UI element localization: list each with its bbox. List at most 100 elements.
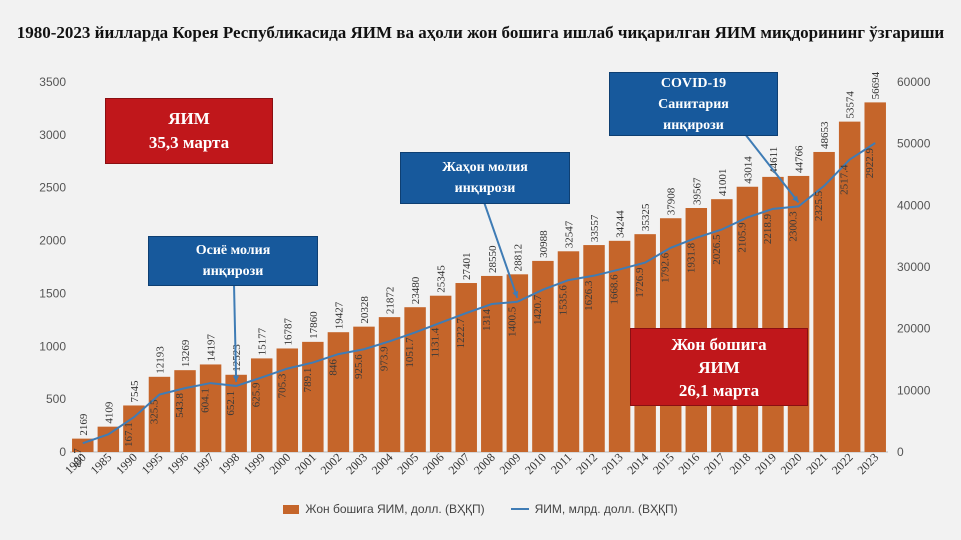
bar-value-label: 37908 xyxy=(666,187,678,215)
x-axis-tick-label: 1997 xyxy=(190,450,217,477)
x-axis-tick-label: 2021 xyxy=(803,450,830,477)
bar-value-label: 7545 xyxy=(129,380,141,403)
left-axis-tick-label: 3500 xyxy=(39,75,66,89)
line-value-label: 82.7 xyxy=(72,448,84,468)
x-axis-tick-label: 2008 xyxy=(471,450,498,477)
bar-1996 xyxy=(174,370,196,452)
x-axis-tick-label: 2020 xyxy=(778,450,805,477)
bar-2001 xyxy=(302,341,324,452)
line-value-label: 846 xyxy=(327,359,339,376)
line-value-label: 1222.7 xyxy=(455,318,467,349)
asian-crisis-arrow-head xyxy=(232,375,240,382)
bar-2021 xyxy=(813,151,835,453)
x-axis-tick-label: 1980 xyxy=(62,450,89,477)
bar-value-label: 32547 xyxy=(563,220,575,248)
bar-value-label: 2169 xyxy=(78,413,90,436)
callout-covid-line1: COVID-19 xyxy=(660,75,727,91)
line-value-label: 1051.7 xyxy=(404,337,416,368)
bar-value-label: 12523 xyxy=(231,344,243,372)
left-axis-tick-label: 3000 xyxy=(39,128,66,142)
callout-percap-line3: 26,1 марта xyxy=(678,380,760,400)
right-axis: 0 10000 20000 30000 40000 50000 60000 xyxy=(897,75,931,459)
line-value-label: 167.1 xyxy=(123,422,135,447)
x-axis-tick-label: 2017 xyxy=(701,450,728,477)
x-axis-tick-label: 2009 xyxy=(497,450,524,477)
bar-value-label: 56694 xyxy=(870,71,882,99)
x-axis-tick-label: 2022 xyxy=(829,450,856,477)
bar-value-label: 12193 xyxy=(154,346,166,374)
bar-2005 xyxy=(404,307,426,452)
x-axis-tick-label: 2004 xyxy=(369,450,396,477)
x-axis-tick-label: 1985 xyxy=(88,450,115,477)
chart-legend: Жон бошига ЯИМ, долл. (ВҲҚП) ЯИМ, млрд. … xyxy=(0,502,961,516)
bar-value-label: 13269 xyxy=(180,339,192,367)
line-value-label: 925.6 xyxy=(353,354,365,379)
global-crisis-arrow xyxy=(483,201,519,299)
bar-value-label: 25345 xyxy=(436,265,448,293)
x-axis-tick-label: 1990 xyxy=(113,450,140,477)
bar-2004 xyxy=(378,317,401,452)
line-value-labels: 82.7 167.1 325.5 543.8 604.1 652.1 625.9 705.3 7… xyxy=(72,147,876,467)
bar-value-label: 39567 xyxy=(691,177,703,205)
legend-item-line: ЯИМ, млрд. долл. (ВҲҚП) xyxy=(510,502,678,516)
line-value-label: 1668.6 xyxy=(609,274,621,305)
gdp-line xyxy=(82,142,876,445)
bar-2022 xyxy=(838,121,861,452)
x-axis-tick-label: 2015 xyxy=(650,450,677,477)
bar-value-label: 41001 xyxy=(717,169,729,197)
bar-value-label: 43014 xyxy=(742,156,754,184)
bar-value-label: 17860 xyxy=(308,311,320,339)
bar-2003 xyxy=(353,326,375,452)
bar-1997 xyxy=(199,364,222,452)
bar-2009 xyxy=(506,274,529,452)
line-value-label: 1314 xyxy=(481,309,493,332)
bar-value-label: 20328 xyxy=(359,296,371,324)
x-axis-tick-label: 2010 xyxy=(522,450,549,477)
bar-2002 xyxy=(327,332,350,452)
line-value-label: 705.3 xyxy=(276,373,288,398)
line-value-label: 1131.4 xyxy=(430,327,442,357)
callout-global-crisis: Жаҳон молия инқирози xyxy=(400,152,570,204)
callout-asian-crisis: Осиё молия инқирози xyxy=(148,236,318,286)
bar-value-label: 30988 xyxy=(538,230,550,258)
right-axis-tick-label: 60000 xyxy=(897,75,931,89)
left-axis-tick-label: 2000 xyxy=(39,234,66,248)
x-axis-tick-label: 2001 xyxy=(292,450,319,477)
bar-1990 xyxy=(123,405,145,452)
bar-value-label: 35325 xyxy=(640,203,652,231)
x-axis-tick-label: 2016 xyxy=(676,450,703,477)
line-value-label: 1931.8 xyxy=(685,242,697,273)
bar-value-label: 23480 xyxy=(410,276,422,304)
line-value-label: 2922.9 xyxy=(864,147,876,178)
bar-2008 xyxy=(481,275,503,452)
bar-2011 xyxy=(557,251,580,452)
line-value-label: 604.1 xyxy=(200,388,212,413)
callout-percap-line1: Жон бошига xyxy=(671,334,767,354)
line-value-label: 2026.5 xyxy=(711,234,723,265)
right-axis-tick-label: 40000 xyxy=(897,198,931,212)
line-value-label: 2517.4 xyxy=(839,164,851,195)
x-axis-tick-label: 2023 xyxy=(854,450,881,477)
line-value-label: 789.1 xyxy=(302,368,314,393)
callout-asian-line2: инқирози xyxy=(202,264,264,279)
bar-value-label: 28550 xyxy=(487,245,499,273)
right-axis-tick-label: 0 xyxy=(897,445,904,459)
line-value-label: 2325.5 xyxy=(813,190,825,221)
callout-covid-line2: Санитария xyxy=(658,96,729,112)
bar-value-label: 19427 xyxy=(333,301,345,329)
line-value-label: 543.8 xyxy=(174,393,186,418)
bar-series xyxy=(72,102,886,453)
x-axis-tick-label: 2002 xyxy=(318,450,345,477)
x-axis-tick-label: 2003 xyxy=(343,450,370,477)
x-axis-tick-label: 2005 xyxy=(394,450,421,477)
bar-value-label: 4109 xyxy=(103,401,115,424)
callout-covid-line3: инқирози xyxy=(663,117,724,133)
bar-value-label: 15177 xyxy=(257,327,269,355)
callout-percap-growth: Жон бошига ЯИМ 26,1 марта xyxy=(630,328,808,406)
bar-value-label: 27401 xyxy=(461,253,473,281)
bar-value-label: 14197 xyxy=(206,333,218,361)
bar-value-label: 34244 xyxy=(615,210,627,238)
legend-item-bars: Жон бошига ЯИМ, долл. (ВҲҚП) xyxy=(283,502,485,516)
bar-2006 xyxy=(429,295,452,452)
